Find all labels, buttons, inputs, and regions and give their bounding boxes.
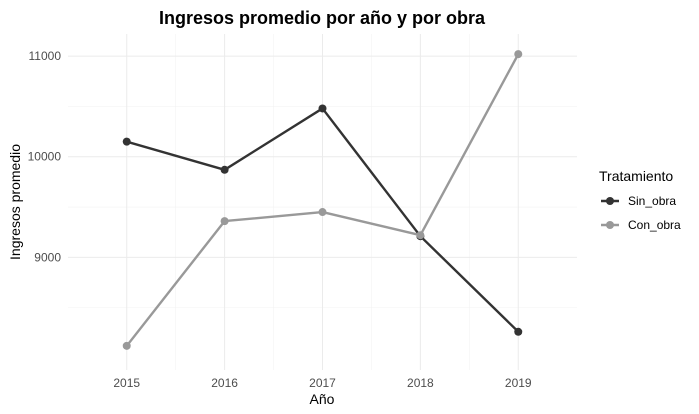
grid-lines [68, 34, 577, 370]
data-point [318, 104, 327, 113]
series-layer [122, 50, 523, 350]
legend: Tratamiento Sin_obra Con_obra [599, 168, 681, 232]
data-point [122, 341, 131, 350]
series-con-obra [122, 50, 523, 350]
legend-label: Sin_obra [628, 194, 676, 208]
x-tick-label: 2015 [113, 376, 140, 390]
legend-label: Con_obra [628, 218, 681, 232]
legend-key-point [606, 221, 614, 229]
x-axis-title: Año [310, 391, 335, 407]
data-point [318, 208, 327, 217]
x-tick-label: 2018 [407, 376, 434, 390]
y-tick-label: 10000 [28, 150, 62, 164]
data-point [514, 327, 523, 336]
legend-key [601, 221, 619, 229]
data-point [514, 50, 523, 59]
y-tick-label: 9000 [34, 250, 61, 264]
legend-key [601, 197, 619, 205]
y-axis-title: Ingresos promedio [7, 144, 23, 260]
x-tick-label: 2016 [211, 376, 238, 390]
legend-title: Tratamiento [599, 168, 673, 184]
x-tick-label: 2017 [309, 376, 336, 390]
data-point [122, 137, 131, 146]
x-tick-label: 2019 [505, 376, 532, 390]
data-point [220, 165, 229, 174]
data-point [220, 217, 229, 226]
legend-key-point [606, 197, 614, 205]
chart-title: Ingresos promedio por año y por obra [159, 8, 486, 28]
y-tick-label: 11000 [29, 49, 62, 63]
axis-ticks: 9000 10000 11000 2015 2016 2017 2018 2019 [28, 49, 532, 390]
data-point [416, 231, 425, 240]
